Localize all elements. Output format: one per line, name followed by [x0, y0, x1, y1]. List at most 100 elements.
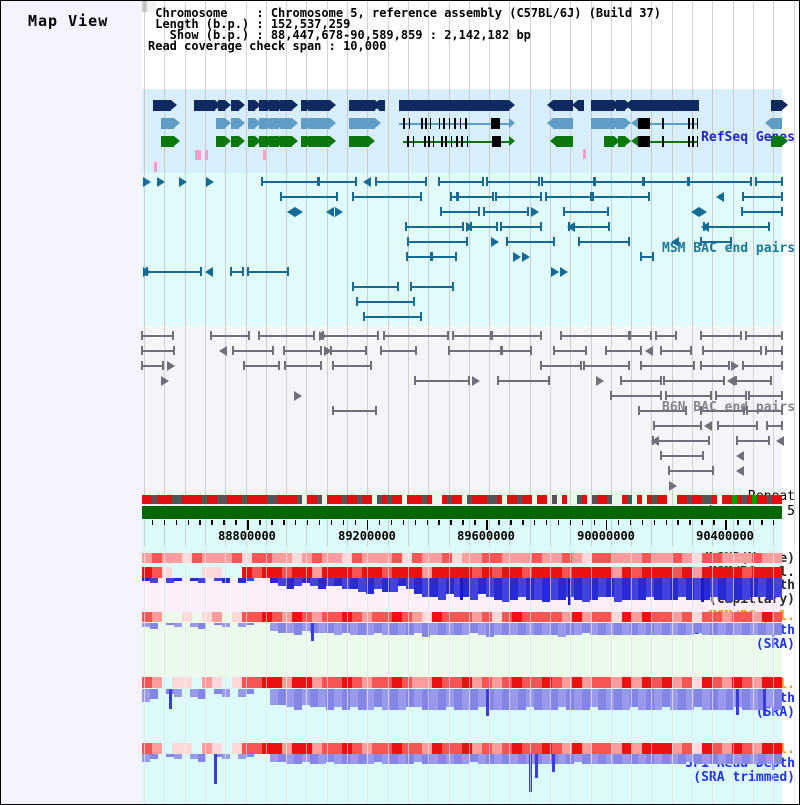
bac-pair-line[interactable] [639, 410, 686, 412]
bac-arrow-right-icon[interactable] [699, 207, 707, 217]
gene-arrow-right-icon[interactable] [225, 118, 231, 128]
gene-arrow-right-icon[interactable] [171, 100, 177, 110]
gene-exon-box[interactable] [638, 136, 648, 147]
gene-glyph[interactable] [280, 118, 292, 129]
gene-arrow-right-icon[interactable] [782, 136, 788, 146]
bac-arrow-right-icon[interactable] [513, 252, 521, 262]
gene-glyph[interactable] [269, 118, 279, 129]
bac-pair-line[interactable] [353, 286, 398, 288]
gene-glyph[interactable] [269, 100, 279, 111]
bac-arrow-right-icon[interactable] [179, 177, 187, 187]
bac-pair-line[interactable] [584, 365, 629, 367]
bac-pair-line[interactable] [259, 335, 314, 337]
bac-pair-line[interactable] [142, 350, 174, 352]
bac-pair-line[interactable] [669, 470, 713, 472]
gene-arrow-right-icon[interactable] [225, 136, 231, 146]
bac-pair-line[interactable] [357, 301, 414, 303]
bac-arrow-left-icon[interactable] [736, 451, 744, 461]
bac-pair-line[interactable] [749, 395, 782, 397]
gene-arrow-right-icon[interactable] [625, 136, 631, 146]
bac-arrow-left-icon[interactable] [716, 192, 724, 202]
gene-arrow-right-icon[interactable] [255, 118, 261, 128]
bac-pair-line[interactable] [248, 271, 288, 273]
gene-glyph[interactable] [556, 136, 573, 147]
gene-glyph[interactable] [631, 100, 699, 111]
bac-pair-line[interactable] [376, 181, 426, 183]
bac-pair-line[interactable] [281, 196, 337, 198]
gene-glyph[interactable] [308, 118, 330, 129]
gene-glyph[interactable] [194, 100, 215, 111]
bac-arrow-right-icon[interactable] [295, 207, 303, 217]
bac-pair-line[interactable] [541, 365, 581, 367]
bac-pair-line[interactable] [661, 455, 703, 457]
gene-arrow-right-icon[interactable] [292, 136, 298, 146]
bac-arrow-right-icon[interactable] [522, 252, 530, 262]
bac-pair-line[interactable] [484, 211, 528, 213]
gene-glyph[interactable] [616, 100, 625, 111]
bac-pair-line[interactable] [147, 271, 201, 273]
bac-arrow-right-icon[interactable] [161, 376, 169, 386]
bac-pair-line[interactable] [742, 211, 782, 213]
gene-arrow-left-icon[interactable] [625, 100, 631, 110]
chromosome-bar[interactable] [142, 506, 782, 519]
bac-pair-line[interactable] [353, 196, 421, 198]
gene-glyph[interactable] [153, 100, 171, 111]
bac-pair-line[interactable] [501, 226, 541, 228]
bac-pair-line[interactable] [449, 350, 531, 352]
gene-glyph[interactable] [771, 118, 782, 129]
gene-glyph[interactable] [269, 136, 279, 147]
bac-pair-line[interactable] [606, 350, 641, 352]
gene-glyph[interactable] [349, 100, 375, 111]
bac-arrow-right-icon[interactable] [294, 391, 302, 401]
bac-pair-line[interactable] [142, 365, 163, 367]
bac-pair-line[interactable] [554, 350, 586, 352]
bac-pair-line[interactable] [244, 365, 279, 367]
gene-glyph[interactable] [771, 136, 782, 147]
bac-pair-line[interactable] [704, 226, 769, 228]
bac-pair-line[interactable] [439, 181, 483, 183]
bac-pair-line[interactable] [381, 350, 416, 352]
bac-pair-line[interactable] [664, 380, 724, 382]
gene-glyph[interactable] [349, 136, 369, 147]
bac-pair-line[interactable] [641, 365, 694, 367]
gene-glyph[interactable] [604, 136, 614, 147]
gene-arrow-left-icon[interactable] [373, 100, 379, 110]
gene-arrow-left-icon[interactable] [631, 136, 638, 146]
bac-arrow-left-icon[interactable] [671, 237, 679, 247]
gene-arrow-left-icon[interactable] [550, 136, 556, 146]
gene-glyph[interactable] [301, 118, 307, 129]
bac-arrow-left-icon[interactable] [736, 466, 744, 476]
bac-pair-line[interactable] [641, 256, 653, 258]
gene-glyph[interactable] [259, 118, 268, 129]
bac-pair-line[interactable] [666, 395, 711, 397]
gene-glyph[interactable] [248, 118, 255, 129]
gene-glyph[interactable] [248, 100, 255, 111]
gene-glyph[interactable] [553, 100, 573, 111]
bac-pair-line[interactable] [323, 335, 378, 337]
bac-pair-line[interactable] [498, 380, 549, 382]
gene-glyph[interactable] [349, 118, 375, 129]
gene-glyph[interactable] [553, 118, 573, 129]
bac-pair-line[interactable] [746, 335, 782, 337]
bac-pair-line[interactable] [542, 181, 688, 183]
bac-pair-line[interactable] [747, 410, 782, 412]
bac-pair-line[interactable] [656, 335, 676, 337]
bac-pair-line[interactable] [231, 271, 243, 273]
bac-pair-line[interactable] [487, 181, 539, 183]
bac-pair-line[interactable] [496, 196, 541, 198]
bac-pair-line[interactable] [211, 335, 249, 337]
bac-pair-line[interactable] [564, 211, 608, 213]
bac-pair-line[interactable] [284, 350, 321, 352]
bac-pair-line[interactable] [142, 335, 173, 337]
gene-exon-box[interactable] [638, 118, 648, 129]
gene-arrow-right-icon[interactable] [330, 118, 336, 128]
gene-arrow-right-icon[interactable] [255, 136, 261, 146]
bac-pair-line[interactable] [233, 350, 273, 352]
gene-glyph[interactable] [231, 136, 239, 147]
gene-arrow-left-icon[interactable] [572, 100, 578, 110]
bac-pair-line[interactable] [451, 196, 493, 198]
gene-glyph[interactable] [218, 100, 225, 111]
gene-glyph[interactable] [280, 136, 292, 147]
bac-pair-line[interactable] [593, 196, 649, 198]
bac-pair-line[interactable] [262, 181, 356, 183]
